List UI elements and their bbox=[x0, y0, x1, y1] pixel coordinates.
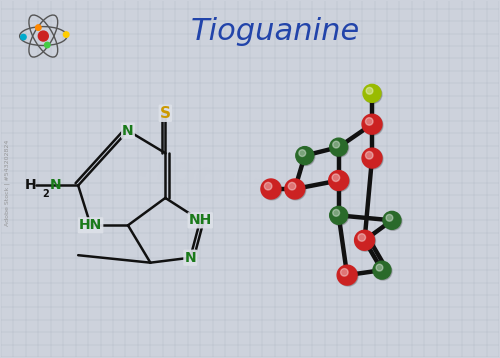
Circle shape bbox=[330, 207, 347, 224]
Circle shape bbox=[386, 214, 393, 221]
Circle shape bbox=[340, 268, 348, 276]
Circle shape bbox=[38, 31, 48, 41]
Text: Adobe Stock | #543202824: Adobe Stock | #543202824 bbox=[4, 140, 10, 226]
Circle shape bbox=[362, 148, 382, 168]
Circle shape bbox=[366, 151, 373, 159]
Circle shape bbox=[330, 138, 347, 156]
Circle shape bbox=[376, 264, 383, 271]
Circle shape bbox=[328, 170, 348, 190]
Circle shape bbox=[363, 149, 383, 169]
Circle shape bbox=[362, 114, 382, 134]
Circle shape bbox=[330, 171, 349, 192]
Text: N: N bbox=[184, 251, 196, 265]
Text: 2: 2 bbox=[42, 189, 48, 199]
Circle shape bbox=[64, 32, 69, 37]
Circle shape bbox=[262, 180, 282, 200]
Circle shape bbox=[384, 212, 402, 230]
Circle shape bbox=[297, 147, 314, 165]
Text: N: N bbox=[50, 179, 62, 193]
Circle shape bbox=[363, 84, 381, 102]
Circle shape bbox=[338, 266, 358, 286]
Circle shape bbox=[356, 231, 376, 251]
Circle shape bbox=[285, 179, 305, 199]
Circle shape bbox=[358, 234, 366, 241]
Circle shape bbox=[299, 150, 306, 156]
Circle shape bbox=[264, 182, 272, 190]
Circle shape bbox=[332, 141, 340, 148]
Text: Tioguanine: Tioguanine bbox=[127, 144, 373, 232]
Circle shape bbox=[337, 265, 357, 285]
Circle shape bbox=[286, 180, 306, 200]
Circle shape bbox=[288, 182, 296, 190]
Circle shape bbox=[36, 25, 41, 30]
Circle shape bbox=[332, 174, 340, 182]
Circle shape bbox=[44, 42, 50, 48]
Circle shape bbox=[354, 230, 374, 250]
Circle shape bbox=[374, 262, 392, 280]
Text: N: N bbox=[122, 124, 134, 138]
Circle shape bbox=[364, 85, 382, 103]
Circle shape bbox=[20, 34, 26, 40]
Circle shape bbox=[366, 87, 373, 94]
Text: H: H bbox=[25, 179, 37, 193]
Text: S: S bbox=[160, 106, 171, 121]
Text: NH: NH bbox=[188, 213, 212, 227]
Circle shape bbox=[330, 139, 348, 157]
Circle shape bbox=[296, 147, 314, 165]
Circle shape bbox=[332, 209, 340, 216]
Circle shape bbox=[261, 179, 281, 199]
Text: HN: HN bbox=[79, 218, 102, 232]
Text: Tioguanine: Tioguanine bbox=[190, 16, 360, 45]
Circle shape bbox=[330, 207, 348, 225]
Circle shape bbox=[363, 115, 383, 135]
Circle shape bbox=[366, 118, 373, 125]
Circle shape bbox=[383, 211, 401, 229]
Circle shape bbox=[373, 261, 391, 279]
